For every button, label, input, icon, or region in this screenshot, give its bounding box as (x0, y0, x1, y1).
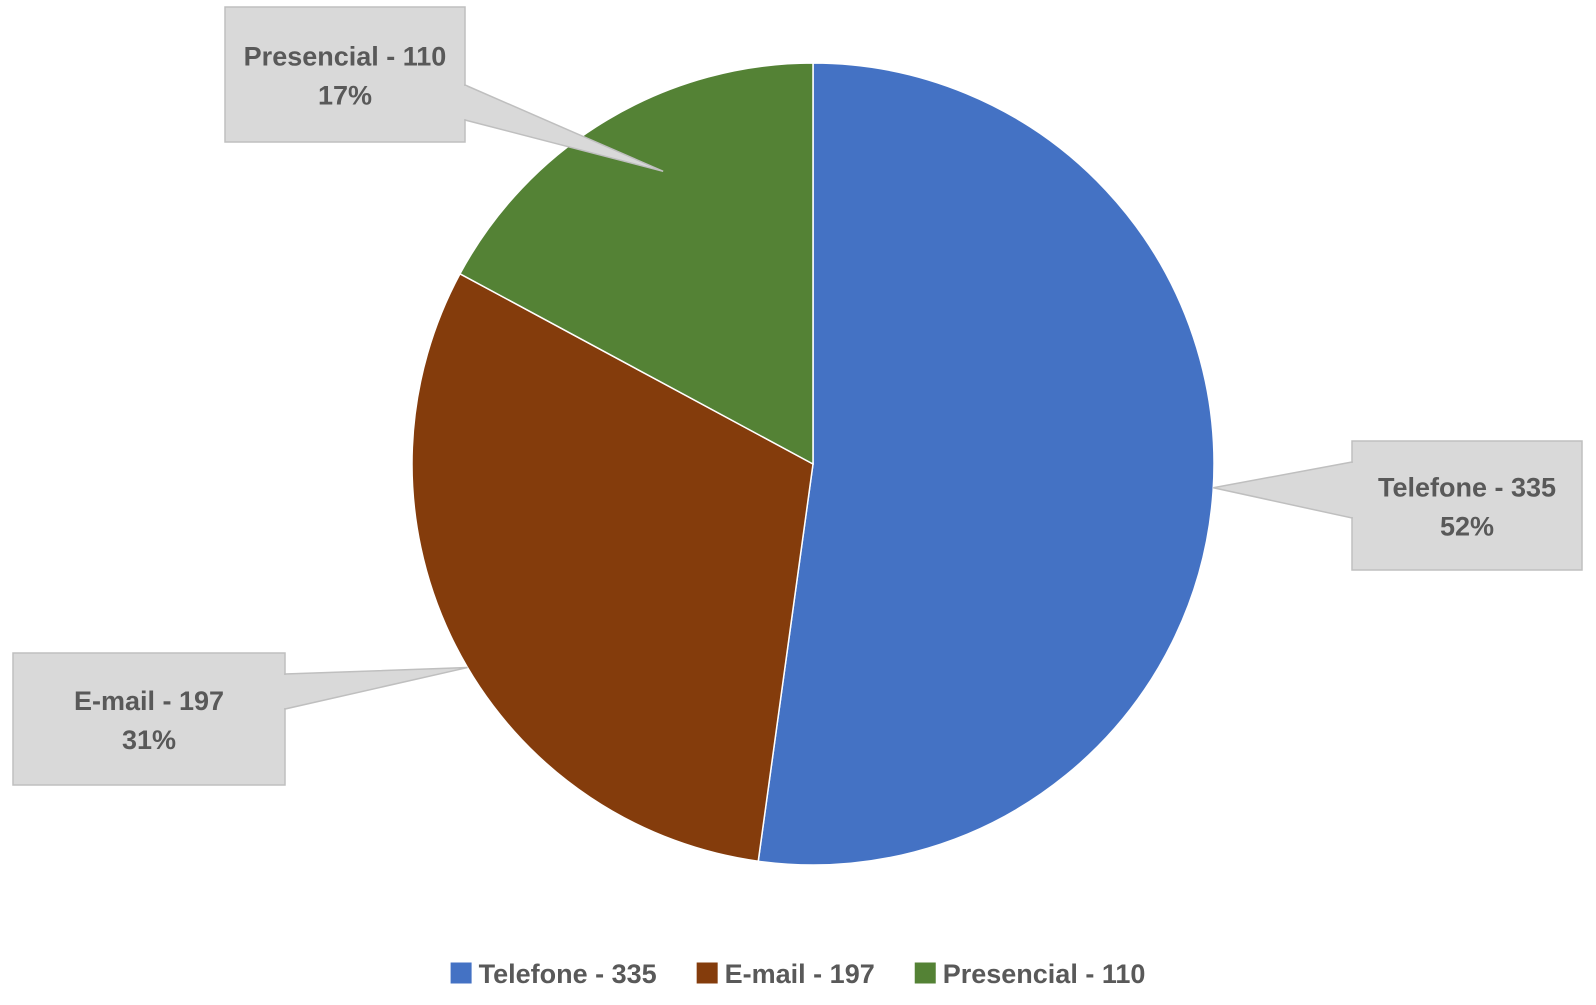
legend-item-telefone: Telefone - 335 (450, 959, 657, 989)
data-label-category: Telefone - 335 (1378, 473, 1556, 503)
legend-swatch (914, 962, 936, 984)
callout-box (1351, 440, 1583, 571)
data-label-percent: 31% (122, 725, 176, 755)
legend-label: Presencial - 110 (943, 959, 1146, 989)
legend-swatch (696, 962, 718, 984)
data-label-percent: 17% (318, 81, 372, 111)
callout-pointer (1213, 461, 1353, 519)
data-label-percent: 52% (1440, 512, 1494, 542)
data-label-callouts: Telefone - 335 52% E-mail - 197 31% Presenci… (12, 6, 1583, 786)
callout-e-mail: E-mail - 197 31% (12, 652, 468, 786)
pie-slice-e-mail (411, 272, 814, 863)
pie-slice-presencial (458, 62, 814, 466)
callout-box (224, 6, 466, 143)
legend-item-presencial: Presencial - 110 (914, 959, 1146, 989)
callout-presencial: Presencial - 110 17% (224, 6, 664, 173)
data-label-category: E-mail - 197 (74, 686, 224, 716)
legend-label: Telefone - 335 (479, 959, 657, 989)
data-label-category: Presencial - 110 (244, 42, 447, 72)
legend: Telefone - 335 E-mail - 197 Presencial - 1… (450, 959, 1146, 989)
callout-box (12, 652, 286, 786)
legend-item-e-mail: E-mail - 197 (696, 959, 875, 989)
pie-slices (411, 62, 1215, 866)
legend-swatch (450, 962, 472, 984)
pie-slice-telefone (757, 62, 1215, 866)
legend-label: E-mail - 197 (725, 959, 875, 989)
callout-telefone: Telefone - 335 52% (1213, 440, 1583, 571)
callout-pointer (284, 666, 468, 710)
